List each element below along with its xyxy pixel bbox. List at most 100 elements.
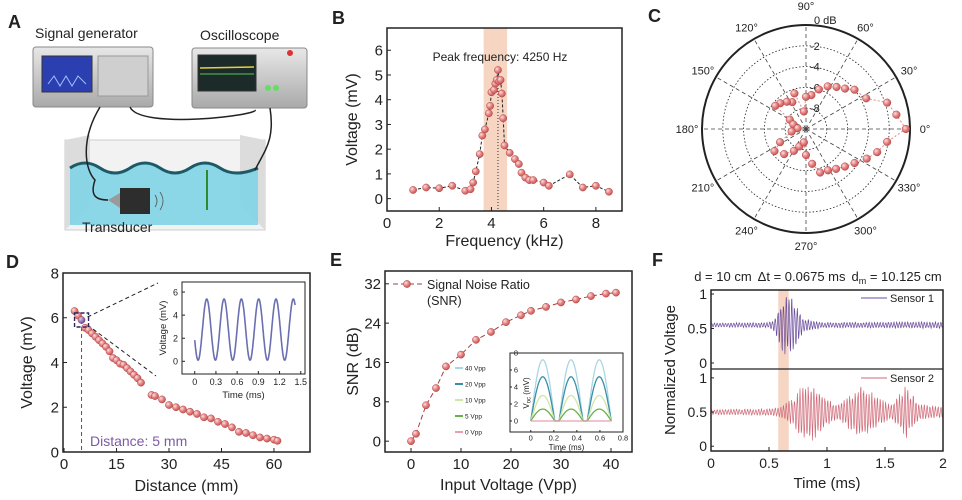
radial-tick-label: -8 [810,103,820,115]
x-tick-label: 15 [108,456,125,473]
data-point [498,89,506,98]
data-point [242,429,250,437]
plot-frame [509,352,624,433]
x-tick-label: 0.3 [210,377,223,387]
legend-label: 20 Vpp [465,382,486,389]
data-point [151,392,159,400]
data-point [862,154,871,163]
x-axis-label: Time (ms) [549,443,585,452]
data-point [403,280,411,288]
legend-label: (SNR) [427,294,462,308]
data-point [105,347,114,356]
angle-spoke [805,76,897,130]
water-tank [64,135,266,231]
data-point [901,124,910,134]
legend-label: Sensor 1 [890,293,934,305]
y-tick-label: 1 [699,370,707,386]
data-point [515,160,523,168]
voc-series-line [530,359,613,422]
data-point [221,420,229,428]
data-point [780,150,789,159]
data-point [505,149,514,157]
y-tick-label: 32 [364,276,381,293]
x-tick-label: 40 [603,456,620,473]
data-point [831,164,841,173]
x-tick-label: 1.5 [875,455,895,471]
panel-letter-d: D [6,252,19,272]
data-point [158,395,166,404]
data-point [486,102,494,110]
resonance-band [483,28,508,211]
data-point [435,184,444,193]
y-tick-label: 0 [699,355,707,371]
data-point [771,101,780,110]
data-point [814,85,823,94]
y-tick-label: 8 [51,265,59,282]
data-point [502,318,510,327]
x-tick-label: 2 [939,455,947,471]
data-point [776,138,785,147]
radial-tick-label: -6 [810,82,820,94]
data-point [565,170,574,179]
data-point [557,298,565,307]
panel-f-sensor-signals: 0 0.5 1 Sensor 1 0 0.5 1 Sensor 2 0 0.5 1 1.5 2 Time … [662,269,947,492]
data-point [840,84,850,93]
radial-tick-label: -2 [810,41,820,53]
x-tick-label: 0 [192,377,197,387]
x-tick-label: 1 [823,455,831,471]
x-tick-label: 0 [407,456,415,473]
delay-band [778,290,789,451]
panel-d-inset-axes: 0 0.3 0.6 0.9 1.2 1.5 0 2 4 6 Time (ms) Voltage (mV… [158,281,307,401]
data-point [542,303,550,311]
data-point [137,378,145,387]
angle-spoke [805,128,859,220]
data-point [605,187,613,196]
panel-f-title: d = 10 cm Δt = 0.0675 ms dm = 10.125 cm [694,269,942,286]
y-tick-label: 0.5 [688,404,708,420]
data-point [850,85,859,94]
charts: Peak frequency: 4250 Hz0 2 4 6 80123456Frequ… [19,1,947,495]
angle-tick-label: 150° [692,66,715,78]
data-point [862,94,871,103]
voc-series-line [530,394,613,422]
data-point [808,159,817,168]
data-point [471,167,480,176]
data-point [823,82,832,91]
data-point [572,295,580,304]
panel-letter-c: C [648,6,661,26]
data-point [850,158,859,168]
y-tick-label: 0 [51,444,59,461]
data-point [256,433,264,442]
panel-b-frequency-response: Peak frequency: 4250 Hz [409,28,613,211]
data-point [481,125,489,134]
y-tick-label: 0 [514,417,518,426]
plot-frame [710,289,944,452]
x-tick-label: 0.2 [549,434,559,443]
data-point [249,431,257,440]
data-point [494,66,502,74]
data-point [892,110,901,119]
y-axis-label: Voc (mV) [522,377,533,409]
data-point [165,401,173,409]
voc-series-line [530,408,612,422]
x-axis-label: Frequency (kHz) [445,233,563,250]
data-point [602,289,610,298]
data-point [235,428,243,436]
data-point [172,403,180,412]
data-point [840,162,849,171]
angle-tick-label: 330° [898,183,921,195]
angle-tick-label: 30° [901,66,918,78]
y-tick-label: 3 [375,117,383,134]
data-point [787,127,796,136]
data-point [801,150,811,160]
x-tick-label: 8 [592,215,600,232]
x-tick-label: 45 [213,456,230,473]
x-axis-label: Distance (mm) [134,478,238,495]
data-point [193,410,201,418]
panel-e-snr: Signal Noise Ratio (SNR) [393,278,620,446]
y-tick-label: 4 [514,383,518,392]
x-tick-label: 30 [161,456,178,473]
data-point [490,85,498,94]
